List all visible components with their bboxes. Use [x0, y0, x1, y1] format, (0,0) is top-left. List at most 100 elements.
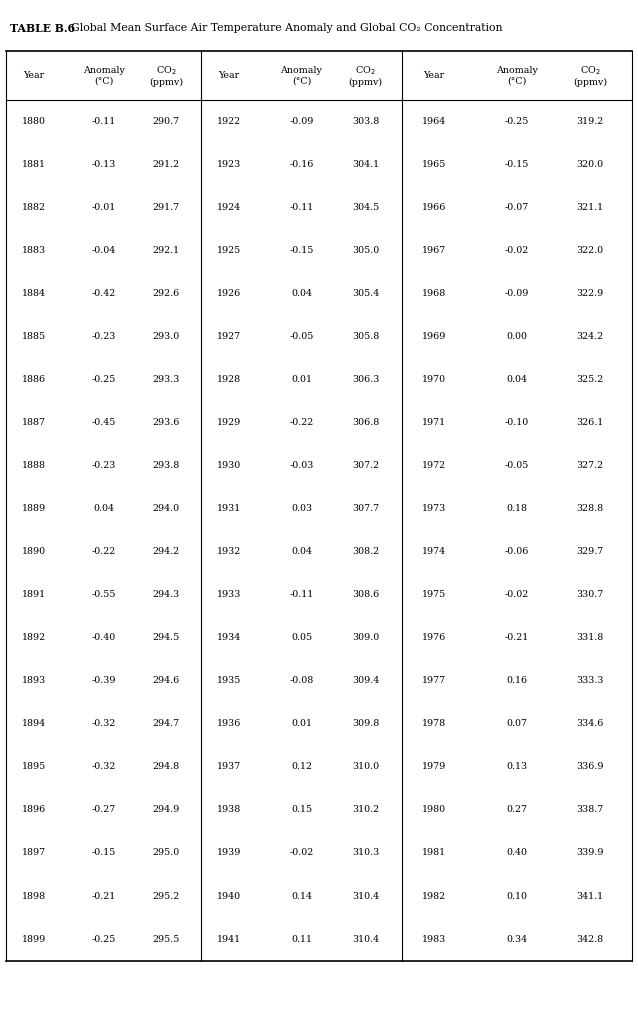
Text: 306.8: 306.8 [352, 419, 380, 427]
Text: 1935: 1935 [217, 677, 241, 685]
Text: Global Mean Surface Air Temperature Anomaly and Global CO₂ Concentration: Global Mean Surface Air Temperature Anom… [64, 23, 502, 33]
Text: 0.40: 0.40 [507, 849, 527, 857]
Text: 1938: 1938 [217, 806, 241, 814]
Text: 1929: 1929 [217, 419, 241, 427]
Text: -0.45: -0.45 [91, 419, 116, 427]
Text: 310.4: 310.4 [352, 892, 380, 900]
Text: 322.9: 322.9 [577, 290, 604, 298]
Text: -0.05: -0.05 [505, 462, 529, 470]
Text: -0.06: -0.06 [505, 548, 529, 556]
Text: 304.1: 304.1 [352, 161, 380, 169]
Text: -0.25: -0.25 [91, 376, 116, 384]
Text: 1971: 1971 [422, 419, 446, 427]
Text: 310.4: 310.4 [352, 935, 380, 943]
Text: 295.0: 295.0 [152, 849, 179, 857]
Text: 293.6: 293.6 [152, 419, 180, 427]
Text: 1928: 1928 [217, 376, 241, 384]
Text: 1894: 1894 [22, 720, 46, 728]
Text: 291.2: 291.2 [152, 161, 179, 169]
Text: 339.9: 339.9 [577, 849, 604, 857]
Text: 321.1: 321.1 [577, 204, 604, 212]
Text: 1981: 1981 [422, 849, 446, 857]
Text: 0.04: 0.04 [291, 548, 312, 556]
Text: 0.27: 0.27 [507, 806, 527, 814]
Text: 1922: 1922 [217, 118, 241, 126]
Text: 294.9: 294.9 [152, 806, 179, 814]
Text: 1895: 1895 [22, 763, 46, 771]
Text: 1968: 1968 [422, 290, 446, 298]
Text: -0.39: -0.39 [91, 677, 116, 685]
Text: 1972: 1972 [422, 462, 446, 470]
Text: 1934: 1934 [217, 634, 241, 642]
Text: -0.22: -0.22 [91, 548, 116, 556]
Text: 307.7: 307.7 [352, 505, 380, 513]
Text: -0.09: -0.09 [505, 290, 529, 298]
Text: 1882: 1882 [22, 204, 46, 212]
Text: 1977: 1977 [422, 677, 446, 685]
Text: 1899: 1899 [22, 935, 46, 943]
Text: 294.6: 294.6 [152, 677, 179, 685]
Text: -0.09: -0.09 [289, 118, 314, 126]
Text: -0.15: -0.15 [289, 247, 314, 255]
Text: 308.6: 308.6 [352, 591, 380, 599]
Text: -0.22: -0.22 [289, 419, 314, 427]
Text: 295.2: 295.2 [152, 892, 179, 900]
Text: 294.5: 294.5 [152, 634, 179, 642]
Text: 0.14: 0.14 [291, 892, 312, 900]
Text: 1966: 1966 [422, 204, 447, 212]
Text: 1964: 1964 [422, 118, 446, 126]
Text: 1967: 1967 [422, 247, 446, 255]
Text: 0.07: 0.07 [507, 720, 527, 728]
Text: 310.3: 310.3 [352, 849, 380, 857]
Text: -0.23: -0.23 [91, 462, 116, 470]
Text: 1927: 1927 [217, 333, 241, 341]
Text: 341.1: 341.1 [577, 892, 604, 900]
Text: 1896: 1896 [22, 806, 46, 814]
Text: 1940: 1940 [217, 892, 241, 900]
Text: 1893: 1893 [22, 677, 46, 685]
Text: -0.16: -0.16 [289, 161, 314, 169]
Text: 294.3: 294.3 [152, 591, 179, 599]
Text: -0.04: -0.04 [91, 247, 116, 255]
Text: -0.02: -0.02 [289, 849, 314, 857]
Text: 1887: 1887 [22, 419, 46, 427]
Text: 0.05: 0.05 [291, 634, 312, 642]
Text: 305.0: 305.0 [352, 247, 380, 255]
Text: 0.18: 0.18 [507, 505, 527, 513]
Text: 0.34: 0.34 [506, 935, 528, 943]
Text: 1936: 1936 [217, 720, 241, 728]
Text: 306.3: 306.3 [352, 376, 380, 384]
Text: -0.03: -0.03 [289, 462, 314, 470]
Text: 1965: 1965 [422, 161, 447, 169]
Text: 303.8: 303.8 [352, 118, 380, 126]
Text: -0.11: -0.11 [91, 118, 116, 126]
Text: 1883: 1883 [22, 247, 46, 255]
Text: 333.3: 333.3 [577, 677, 604, 685]
Text: 329.7: 329.7 [577, 548, 604, 556]
Text: -0.10: -0.10 [505, 419, 529, 427]
Text: 1898: 1898 [22, 892, 46, 900]
Text: -0.42: -0.42 [91, 290, 116, 298]
Text: 1982: 1982 [422, 892, 446, 900]
Text: 320.0: 320.0 [577, 161, 604, 169]
Text: 0.01: 0.01 [291, 376, 312, 384]
Text: 0.04: 0.04 [93, 505, 114, 513]
Text: 334.6: 334.6 [577, 720, 604, 728]
Text: 1886: 1886 [22, 376, 46, 384]
Text: 322.0: 322.0 [577, 247, 604, 255]
Text: CO$_2$
(ppmv): CO$_2$ (ppmv) [573, 65, 607, 87]
Text: 292.6: 292.6 [152, 290, 179, 298]
Text: 324.2: 324.2 [577, 333, 604, 341]
Text: 1892: 1892 [22, 634, 46, 642]
Text: 331.8: 331.8 [577, 634, 604, 642]
Text: 0.11: 0.11 [291, 935, 312, 943]
Text: 0.01: 0.01 [291, 720, 312, 728]
Text: 293.8: 293.8 [152, 462, 179, 470]
Text: -0.32: -0.32 [91, 720, 116, 728]
Text: TABLE B.6: TABLE B.6 [10, 23, 75, 34]
Text: 0.15: 0.15 [291, 806, 312, 814]
Text: 304.5: 304.5 [352, 204, 380, 212]
Text: 0.16: 0.16 [506, 677, 528, 685]
Text: -0.40: -0.40 [91, 634, 116, 642]
Text: 338.7: 338.7 [577, 806, 604, 814]
